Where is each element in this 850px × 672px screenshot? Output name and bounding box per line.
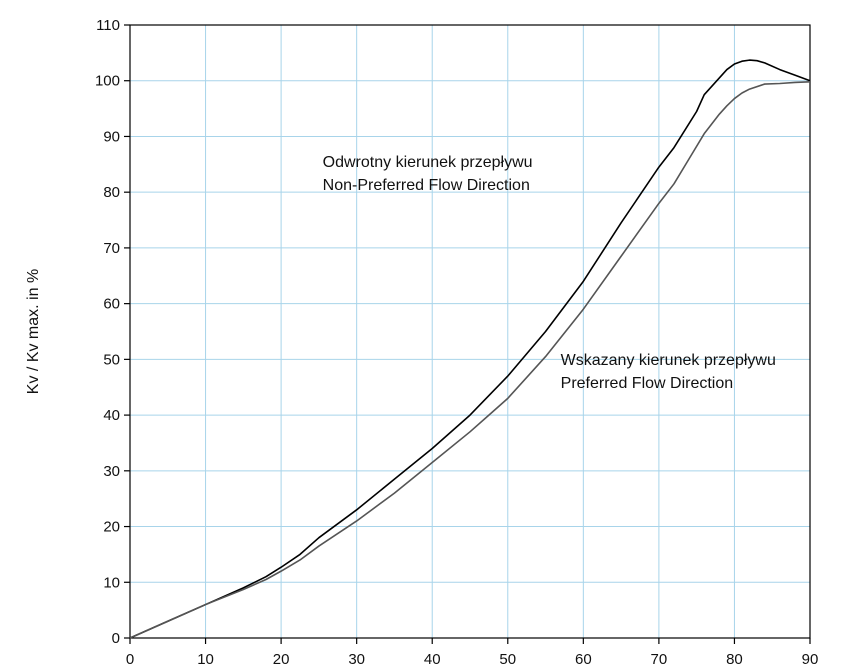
x-tick-label: 80	[726, 651, 743, 668]
y-tick-label: 40	[103, 407, 120, 424]
x-tick-label: 40	[424, 651, 441, 668]
x-tick-label: 10	[197, 651, 214, 668]
series-line-1	[129, 59, 811, 639]
x-tick-label: 0	[126, 651, 134, 668]
y-tick-label: 100	[95, 73, 120, 90]
x-tick-label: 70	[651, 651, 668, 668]
y-tick-label: 10	[103, 574, 120, 591]
y-tick-label: 30	[103, 463, 120, 480]
y-axis-label: Kv / Kv max. in %	[25, 269, 42, 394]
y-tick-label: 50	[103, 351, 120, 368]
x-tick-label: 30	[348, 651, 365, 668]
x-tick-label: 50	[499, 651, 516, 668]
y-tick-label: 0	[112, 630, 120, 647]
y-tick-label: 60	[103, 296, 120, 313]
annotation-label-1: Non-Preferred Flow Direction	[323, 177, 530, 194]
annotation-label-2: Preferred Flow Direction	[561, 375, 734, 392]
y-tick-label: 20	[103, 519, 120, 536]
y-tick-label: 70	[103, 240, 120, 257]
series-group	[129, 59, 811, 639]
plot-frame	[129, 24, 811, 639]
y-tick-label: 80	[103, 184, 120, 201]
x-tick-label: 20	[273, 651, 290, 668]
annotation-label-2: Wskazany kierunek przepływu	[561, 352, 776, 369]
axis-ticks: 0 10 20 30 40 50 60 70 80 90 100 110 0 10 20 30 40 50 60 70…	[95, 17, 818, 668]
y-tick-label: 90	[103, 128, 120, 145]
annotation-label-1: Odwrotny kierunek przepływu	[323, 154, 533, 171]
annotations: Odwrotny kierunek przepływu Non-Preferred…	[323, 154, 776, 392]
x-tick-label: 90	[802, 651, 819, 668]
series-line-2	[129, 81, 811, 639]
x-tick-label: 60	[575, 651, 592, 668]
y-tick-label: 110	[96, 17, 120, 34]
grid-lines	[130, 25, 810, 638]
